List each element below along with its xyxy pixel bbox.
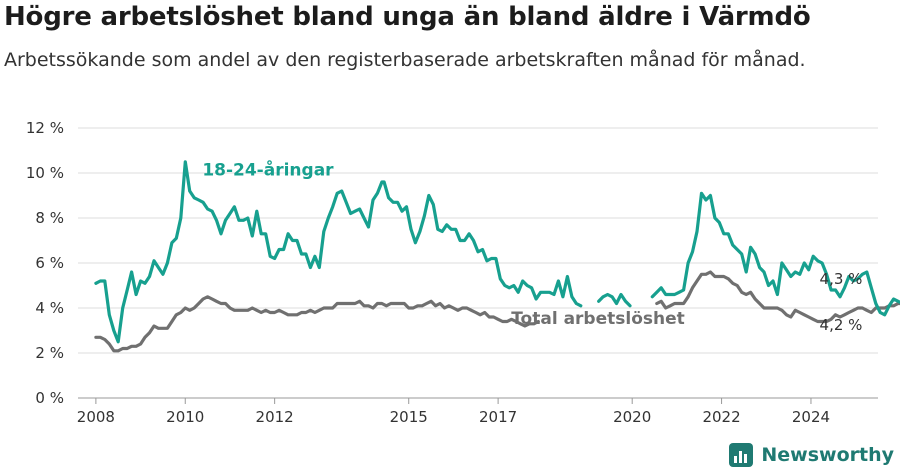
y-tick-label: 0 % (35, 389, 64, 407)
end-value-total: 4,2 % (820, 316, 863, 334)
y-axis-ticks: 0 % 2 % 4 % 6 % 8 % 10 % 12 % (26, 119, 64, 407)
series-lines (94, 160, 900, 353)
x-axis: 2008 2010 2012 2015 2017 2020 2022 2024 (77, 398, 830, 426)
y-tick-label: 6 % (35, 254, 64, 272)
brand-name: Newsworthy (761, 444, 894, 466)
brand-logo[interactable]: Newsworthy (729, 442, 894, 468)
chart-subtitle: Arbetssökande som andel av den registerb… (4, 49, 806, 71)
y-tick-label: 4 % (35, 299, 64, 317)
series-line-total (655, 270, 900, 324)
x-tick-label: 2010 (166, 408, 204, 426)
y-tick-label: 10 % (26, 164, 64, 182)
end-value-youth: 4,3 % (820, 270, 863, 288)
y-tick-label: 2 % (35, 344, 64, 362)
x-tick-label: 2020 (613, 408, 651, 426)
y-tick-label: 12 % (26, 119, 64, 137)
series-line-total (94, 295, 540, 353)
x-tick-label: 2015 (390, 408, 428, 426)
x-tick-label: 2024 (792, 408, 830, 426)
series-line-youth (94, 160, 583, 344)
x-tick-label: 2008 (77, 408, 115, 426)
x-tick-label: 2012 (256, 408, 294, 426)
x-tick-label: 2022 (702, 408, 740, 426)
newsworthy-logo-icon (729, 443, 754, 467)
series-label-youth: 18-24-åringar (202, 158, 334, 180)
y-tick-label: 8 % (35, 209, 64, 227)
series-labels: 18-24-åringar Total arbetslöshet 4,3 % 4,2 … (202, 158, 862, 334)
x-tick-label: 2017 (479, 408, 517, 426)
chart-title: Högre arbetslöshet bland unga än bland ä… (4, 2, 811, 32)
series-line-youth (650, 191, 900, 317)
series-line-youth (597, 292, 632, 308)
series-label-total: Total arbetslöshet (511, 309, 685, 329)
